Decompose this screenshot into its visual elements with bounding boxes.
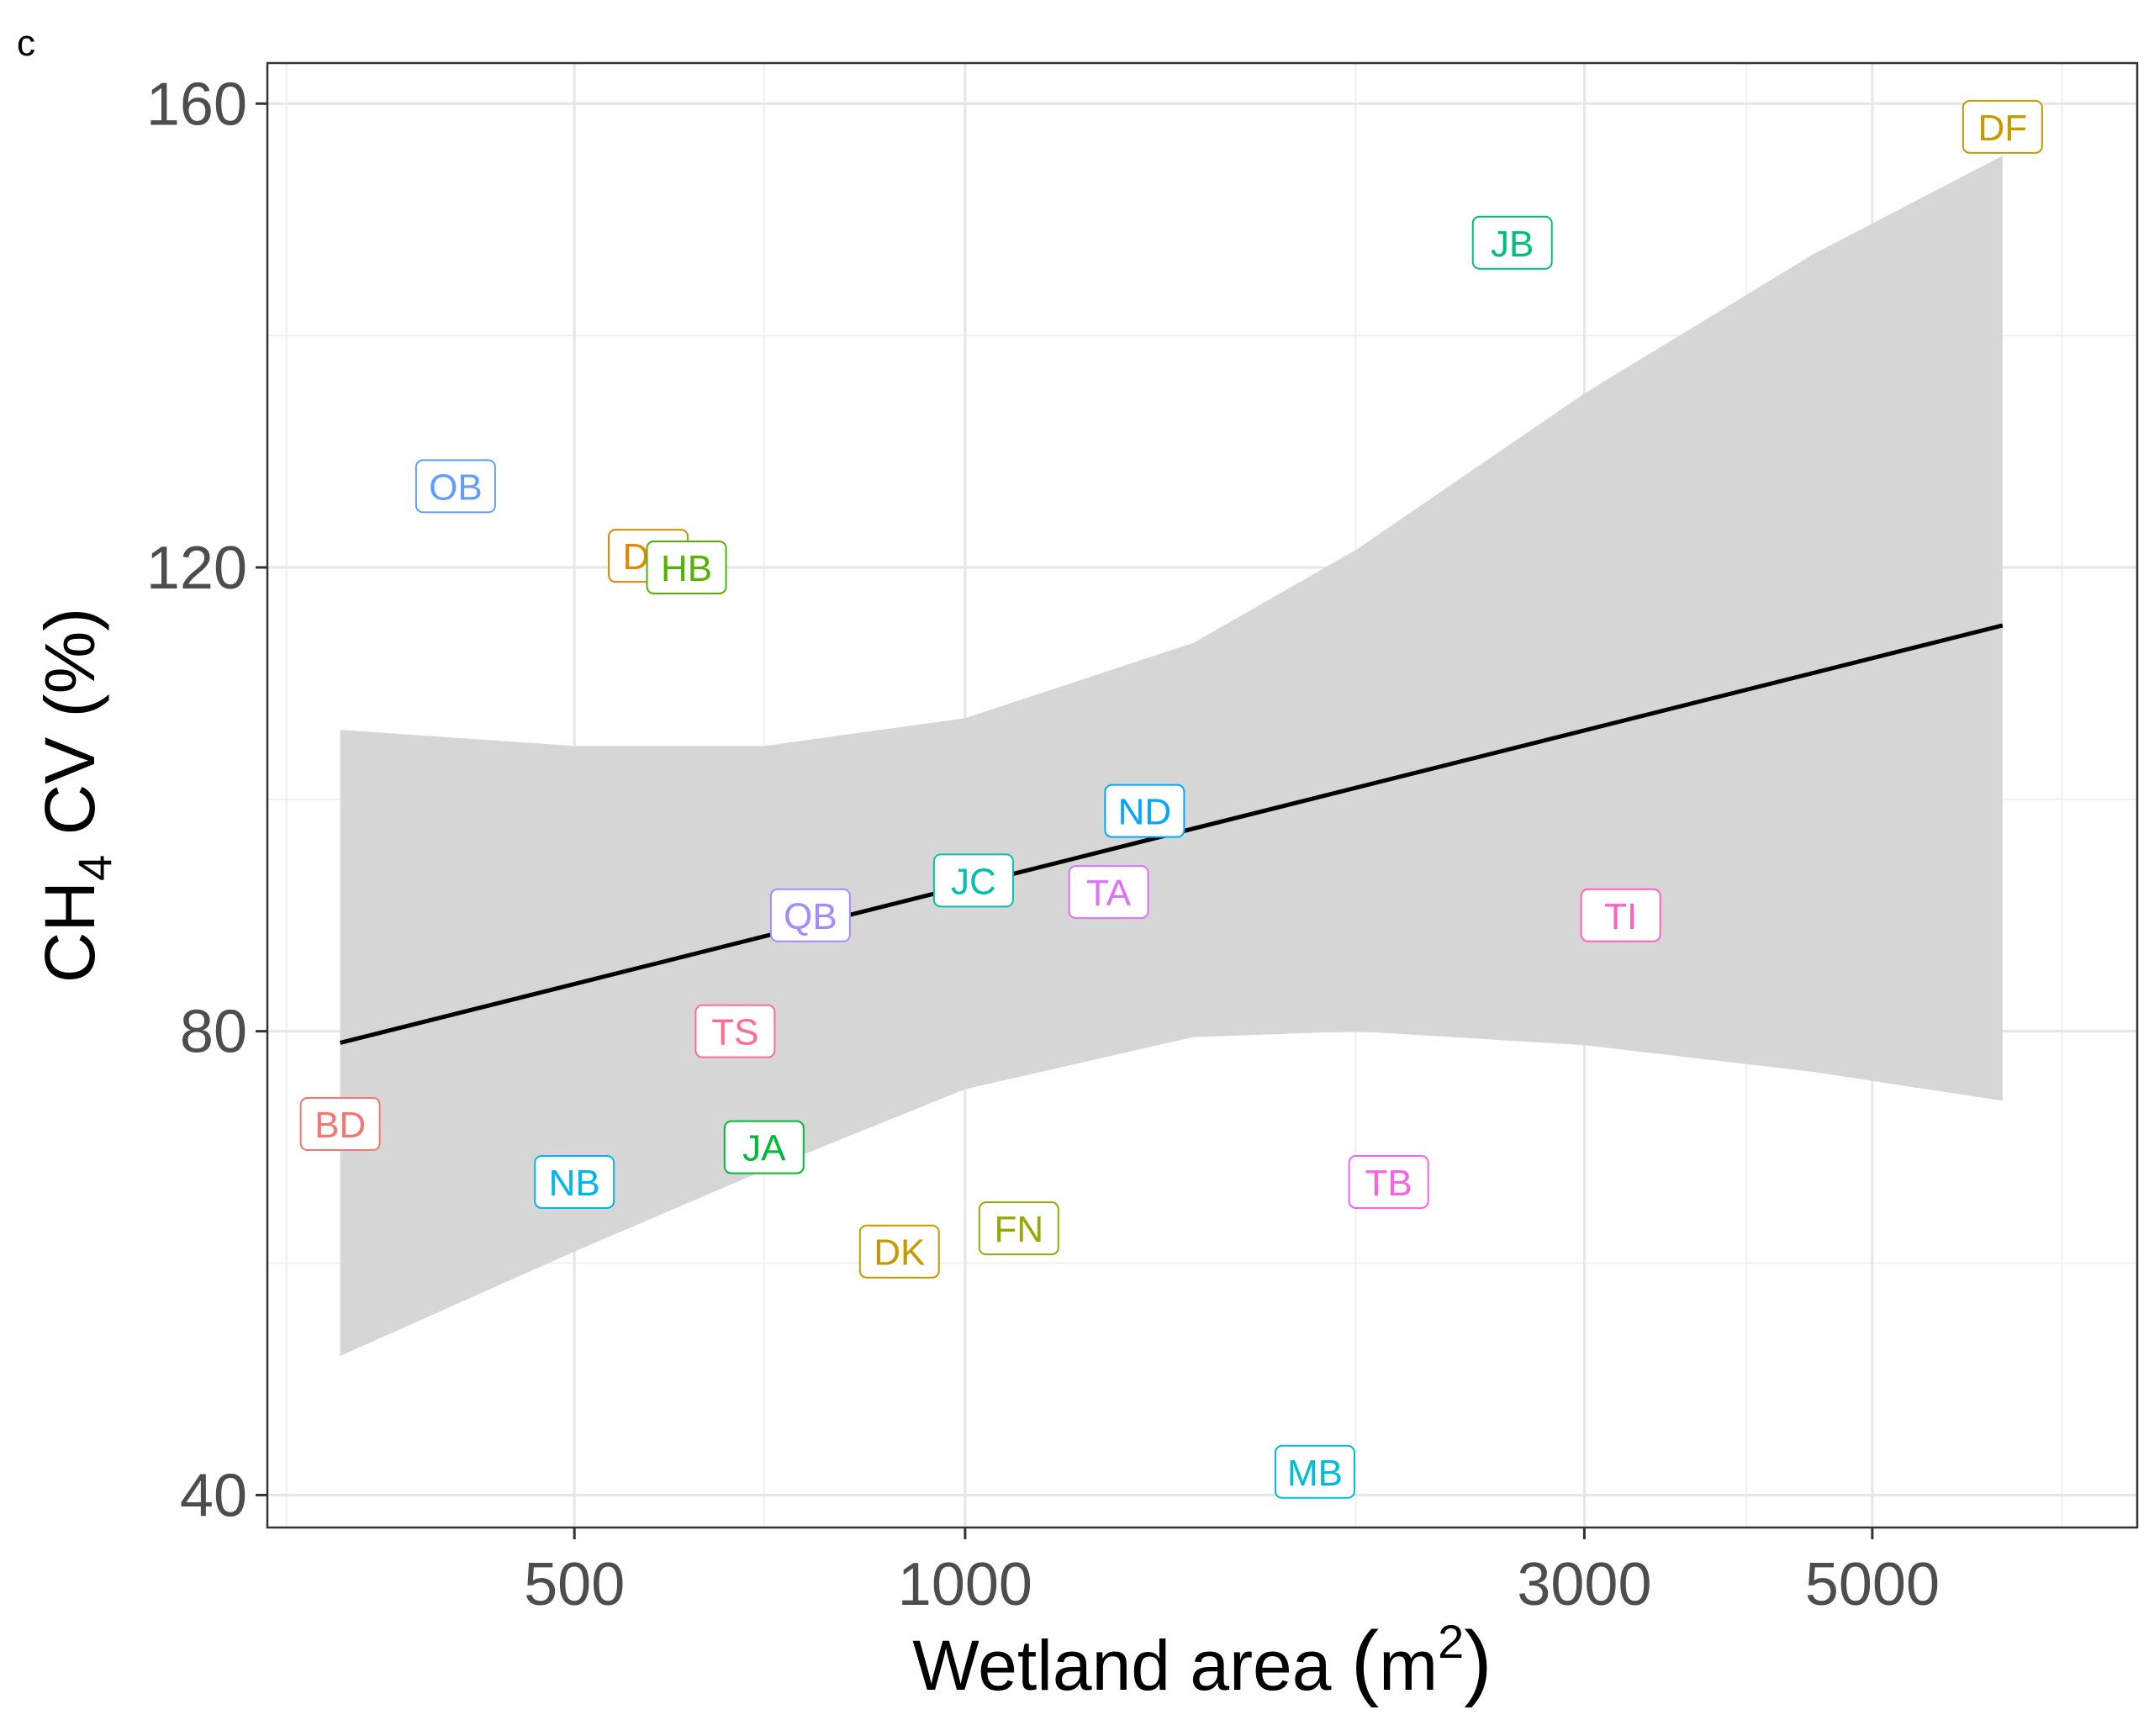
point-label-box xyxy=(1348,1154,1429,1209)
y-axis-ticks: 40 80 120 160 xyxy=(146,71,267,1529)
y-axis-title-sub: 4 xyxy=(68,855,121,881)
x-axis-title-main: Wetland area xyxy=(912,1626,1350,1705)
plot-border xyxy=(266,61,2139,1529)
point-label-nb: NB xyxy=(534,1154,615,1209)
point-label-bd: BD xyxy=(299,1097,381,1152)
point-label-hb: HB xyxy=(646,540,727,594)
y-tick-label: 120 xyxy=(146,535,247,602)
y-tick-label: 160 xyxy=(146,71,247,138)
point-label-box xyxy=(978,1201,1059,1256)
point-label-box xyxy=(646,540,727,594)
point-label-text: TI xyxy=(1604,896,1637,937)
x-axis-title-sup: 2 xyxy=(1438,1615,1464,1668)
point-label-text: MB xyxy=(1287,1453,1343,1494)
panel-letter: c xyxy=(17,23,35,64)
point-label-box xyxy=(1104,784,1185,838)
point-label-text: TA xyxy=(1086,873,1132,914)
point-label-mb: MB xyxy=(1274,1444,1355,1499)
point-label-text: JC xyxy=(951,861,996,902)
point-label-jb: JB xyxy=(1471,215,1553,270)
point-label-text: JB xyxy=(1491,224,1534,265)
y-axis-title-main: CH xyxy=(30,881,109,983)
point-label-box xyxy=(534,1154,615,1209)
point-label-ob: OB xyxy=(414,459,496,514)
point-label-ja: JA xyxy=(723,1120,805,1174)
point-label-nd: ND xyxy=(1104,784,1185,838)
point-label-ti: TI xyxy=(1580,888,1661,942)
point-label-tb: TB xyxy=(1348,1154,1429,1209)
x-tick-label: 500 xyxy=(524,1551,625,1618)
point-label-text: TS xyxy=(711,1012,758,1053)
point-label-text: DK xyxy=(874,1232,925,1274)
point-label-dk: DK xyxy=(858,1224,940,1279)
point-label-box xyxy=(1274,1444,1355,1499)
point-label-box xyxy=(1471,215,1553,270)
point-label-box xyxy=(932,853,1014,908)
y-axis-title-rest: CV (%) xyxy=(30,608,109,855)
point-label-box xyxy=(299,1097,381,1152)
x-tick-label: 1000 xyxy=(898,1551,1032,1618)
y-axis-title: CH4 CV (%) xyxy=(30,608,121,983)
y-tick-label: 40 xyxy=(180,1462,247,1529)
point-label-ts: TS xyxy=(694,1004,776,1058)
x-tick-label: 3000 xyxy=(1517,1551,1651,1618)
point-labels: BDOBNBDEHBTSJAQBDKJCFNTANDMBTBJBTIDF xyxy=(299,99,2043,1499)
x-axis-title-unit: m xyxy=(1379,1626,1438,1705)
x-axis-ticks: 500 1000 3000 5000 xyxy=(524,1528,1940,1618)
point-label-box xyxy=(723,1120,805,1174)
point-label-fn: FN xyxy=(978,1201,1059,1256)
point-label-ta: TA xyxy=(1068,865,1149,920)
x-axis-title-paren-close: ) xyxy=(1464,1614,1492,1708)
point-label-box xyxy=(1962,99,2043,154)
point-label-text: HB xyxy=(661,548,712,589)
point-label-text: NB xyxy=(549,1163,600,1204)
point-label-text: TB xyxy=(1365,1163,1412,1204)
point-label-text: ND xyxy=(1118,792,1172,833)
point-label-text: BD xyxy=(314,1105,366,1146)
point-label-text: DF xyxy=(1978,108,2028,149)
point-label-text: JA xyxy=(742,1128,786,1169)
point-label-df: DF xyxy=(1962,99,2043,154)
point-label-text: OB xyxy=(429,467,483,508)
point-label-box xyxy=(769,888,851,942)
x-axis-title-paren-open: ( xyxy=(1351,1614,1379,1708)
point-label-box xyxy=(1580,888,1661,942)
point-label-jc: JC xyxy=(932,853,1014,908)
point-label-qb: QB xyxy=(769,888,851,942)
x-tick-label: 5000 xyxy=(1805,1551,1940,1618)
point-label-box xyxy=(694,1004,776,1058)
point-label-box xyxy=(1068,865,1149,920)
point-label-box xyxy=(414,459,496,514)
point-label-box xyxy=(858,1224,940,1279)
point-label-text: FN xyxy=(994,1209,1043,1250)
x-axis-title: Wetland area (m2) xyxy=(912,1614,1492,1708)
y-tick-label: 80 xyxy=(180,999,247,1066)
point-label-text: QB xyxy=(784,896,837,937)
